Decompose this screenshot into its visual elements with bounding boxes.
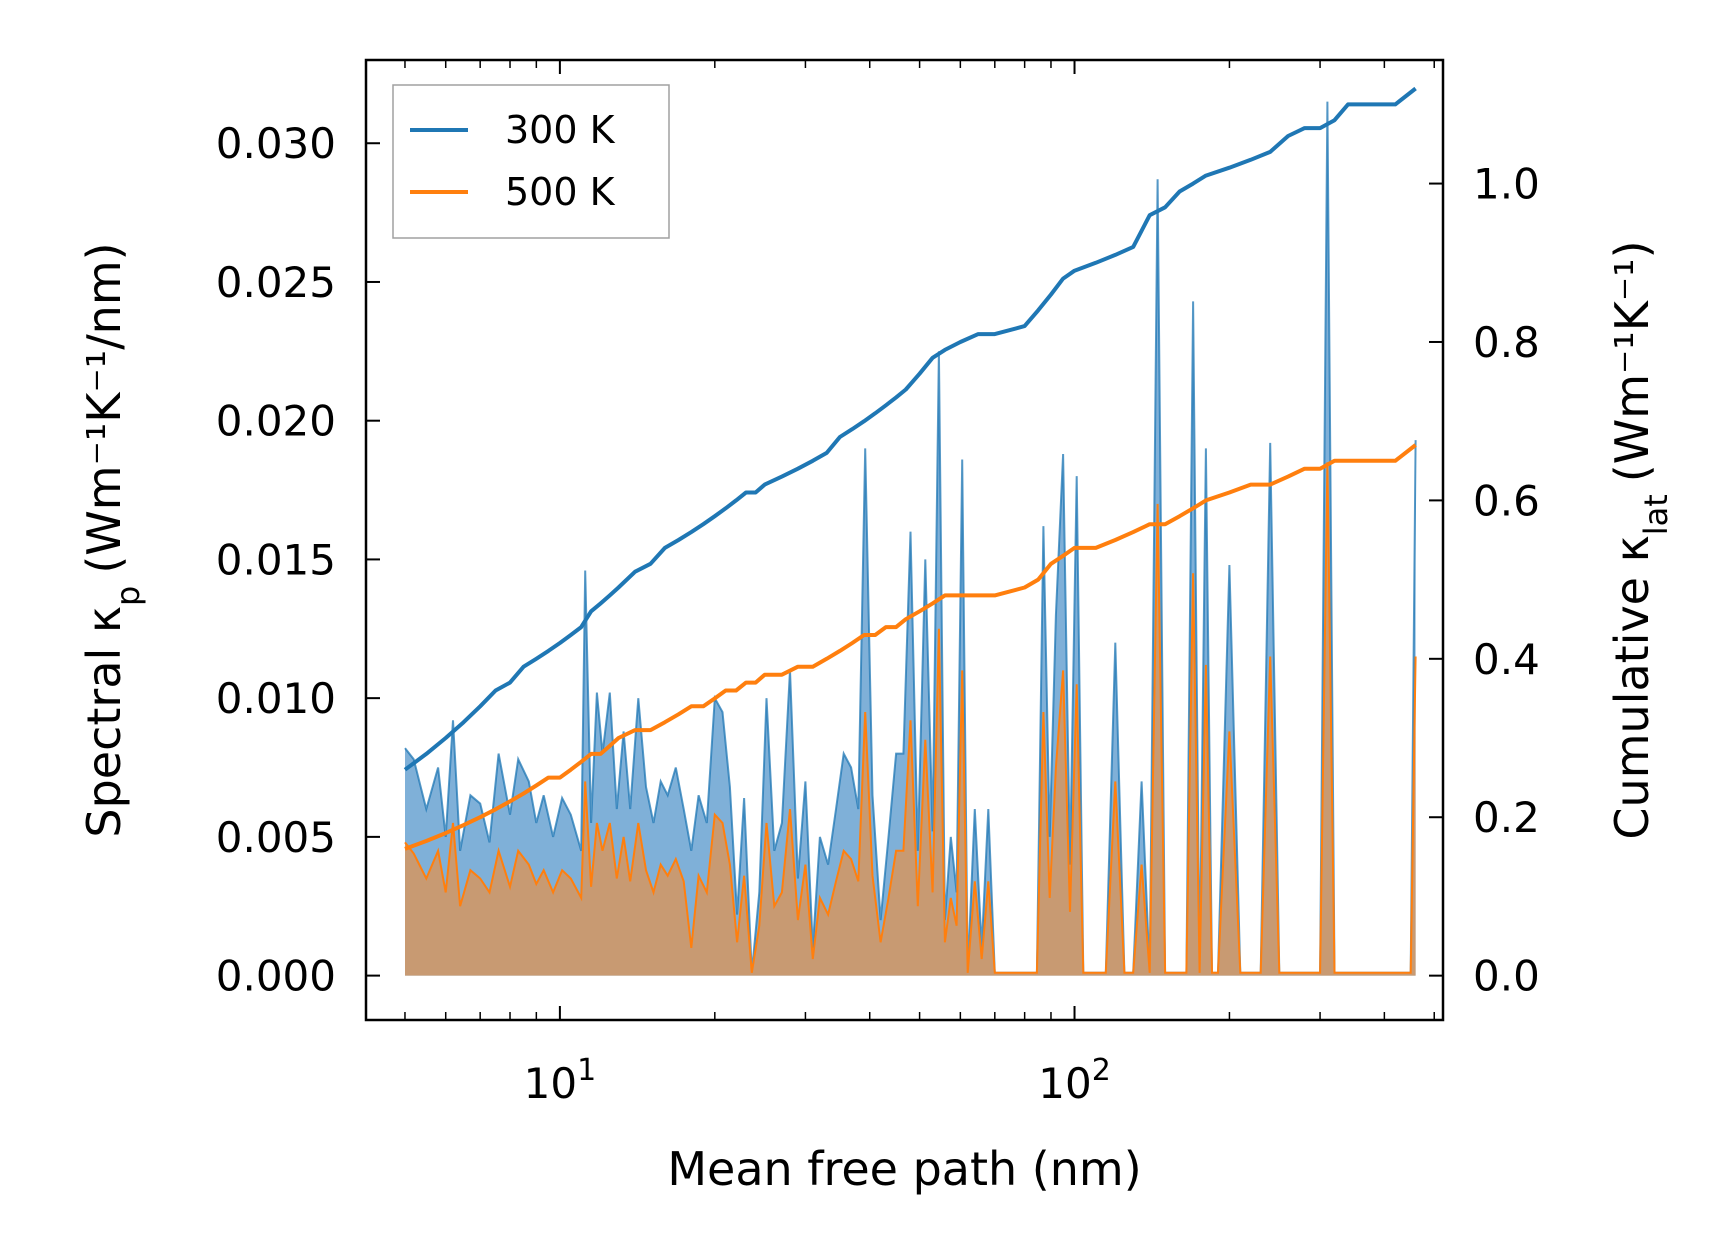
spectral-line-500k xyxy=(404,462,1417,974)
y-left-tick-label: 0.000 xyxy=(216,952,336,1001)
y-right-tick-label: 0.6 xyxy=(1473,476,1540,525)
y-left-tick-label: 0.030 xyxy=(216,119,336,168)
y-right-tick-label: 0.0 xyxy=(1473,952,1540,1001)
y-right-label-sub: lat xyxy=(1637,494,1675,535)
y-left-tick-label: 0.010 xyxy=(216,674,336,723)
y-right-tick-label: 0.4 xyxy=(1473,635,1540,684)
y-left-tick-label: 0.005 xyxy=(216,813,336,862)
spectral-fill-areas xyxy=(404,101,1417,976)
x-tick-label: 101 xyxy=(524,1053,597,1108)
y-left-tick-label: 0.015 xyxy=(216,535,336,584)
axis-ticks: 101 1020.0000.0050.0100.0150.0200.0250.03… xyxy=(216,60,1540,1108)
legend-label-300k: 300 K xyxy=(505,108,616,152)
cumulative-line-500k xyxy=(404,443,1417,851)
y-axis-left-label: Spectral κp (Wm⁻¹K⁻¹/nm) xyxy=(77,242,147,837)
plot-frame xyxy=(364,58,1445,1022)
legend-box xyxy=(392,84,670,239)
y-left-tick-label: 0.020 xyxy=(216,397,336,446)
y-left-label-base: Spectral κ xyxy=(77,606,131,838)
y-right-tick-label: 1.0 xyxy=(1473,160,1540,209)
y-right-tick-label: 0.8 xyxy=(1473,318,1540,367)
legend: 300 K 500 K xyxy=(392,84,670,239)
y-left-tick-label: 0.025 xyxy=(216,258,336,307)
x-axis-label: Mean free path (nm) xyxy=(667,1142,1141,1196)
data-lines xyxy=(403,86,1417,851)
y-right-tick-label: 0.2 xyxy=(1473,793,1540,842)
spectral-line-300k xyxy=(404,101,1417,974)
x-tick-label: 102 xyxy=(1038,1053,1111,1108)
y-left-label-units: (Wm⁻¹K⁻¹/nm) xyxy=(77,242,131,573)
cumulative-line-300k xyxy=(403,86,1417,772)
legend-label-500k: 500 K xyxy=(505,170,616,214)
y-axis-right-label: Cumulative κlat (Wm⁻¹K⁻¹) xyxy=(1605,240,1675,839)
y-right-label-base: Cumulative κ xyxy=(1605,535,1659,839)
y-right-label-units: (Wm⁻¹K⁻¹) xyxy=(1605,240,1659,482)
y-left-label-sub: p xyxy=(109,586,147,606)
